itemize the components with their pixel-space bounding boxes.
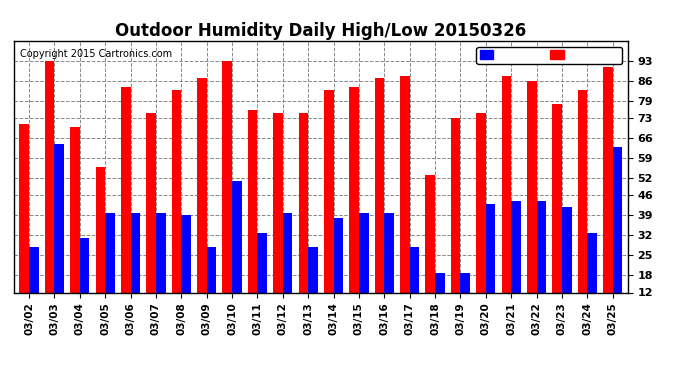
Bar — [283, 213, 293, 292]
Bar — [333, 218, 343, 292]
Bar — [511, 201, 521, 292]
Bar — [80, 238, 90, 292]
Bar — [359, 213, 368, 292]
Bar — [257, 232, 267, 292]
Bar — [324, 90, 333, 292]
Bar — [562, 207, 571, 292]
Bar — [70, 127, 80, 292]
Bar — [460, 273, 470, 292]
Bar — [537, 201, 546, 292]
Bar — [197, 78, 207, 292]
Bar — [486, 204, 495, 292]
Bar — [121, 87, 130, 292]
Title: Outdoor Humidity Daily High/Low 20150326: Outdoor Humidity Daily High/Low 20150326 — [115, 22, 526, 40]
Bar — [181, 215, 191, 292]
Bar — [578, 90, 587, 292]
Bar — [375, 78, 384, 292]
Bar — [587, 232, 597, 292]
Bar — [552, 104, 562, 292]
Bar — [349, 87, 359, 292]
Bar — [400, 75, 410, 292]
Bar — [172, 90, 181, 292]
Bar — [502, 75, 511, 292]
Bar — [207, 247, 216, 292]
Bar — [232, 181, 241, 292]
Bar — [55, 144, 64, 292]
Bar — [248, 110, 257, 292]
Bar — [410, 247, 420, 292]
Bar — [156, 213, 166, 292]
Bar — [451, 118, 460, 292]
Bar — [476, 112, 486, 292]
Bar — [105, 213, 115, 292]
Bar — [527, 81, 537, 292]
Bar — [426, 176, 435, 292]
Bar — [308, 247, 318, 292]
Bar — [222, 61, 232, 292]
Bar — [384, 213, 394, 292]
Bar — [146, 112, 156, 292]
Legend: Low  (%), High  (%): Low (%), High (%) — [476, 47, 622, 64]
Text: Copyright 2015 Cartronics.com: Copyright 2015 Cartronics.com — [20, 49, 172, 59]
Bar — [130, 213, 140, 292]
Bar — [95, 167, 105, 292]
Bar — [19, 124, 29, 292]
Bar — [299, 112, 308, 292]
Bar — [29, 247, 39, 292]
Bar — [603, 67, 613, 292]
Bar — [613, 147, 622, 292]
Bar — [273, 112, 283, 292]
Bar — [45, 61, 55, 292]
Bar — [435, 273, 444, 292]
